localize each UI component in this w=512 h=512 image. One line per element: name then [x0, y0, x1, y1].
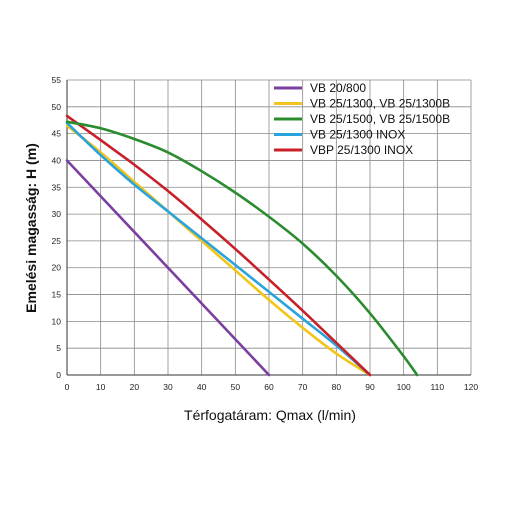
x-tick-label: 40 [197, 382, 207, 392]
y-tick-label: 40 [52, 155, 62, 165]
y-tick-label: 30 [52, 209, 62, 219]
y-tick-label: 5 [56, 343, 61, 353]
y-tick-label: 50 [52, 102, 62, 112]
series-line [65, 124, 372, 377]
x-axis-title: Térfogatáram: Qmax (l/min) [184, 407, 356, 423]
y-tick-label: 20 [52, 263, 62, 273]
x-tick-label: 0 [65, 382, 70, 392]
x-tick-label: 20 [130, 382, 140, 392]
legend-entry: VB 25/1300 INOX [310, 128, 405, 142]
x-tick-label: 80 [332, 382, 342, 392]
y-tick-label: 35 [52, 182, 62, 192]
legend-entry: VB 20/800 [310, 81, 366, 95]
y-tick-label: 55 [52, 75, 62, 85]
series-lines [65, 114, 419, 377]
y-tick-label: 0 [56, 370, 61, 380]
series-line [65, 114, 372, 377]
x-tick-label: 10 [96, 382, 106, 392]
x-tick-label: 100 [397, 382, 411, 392]
legend-entry: VBP 25/1300 INOX [310, 143, 413, 157]
y-tick-label: 25 [52, 236, 62, 246]
x-tick-label: 30 [163, 382, 173, 392]
legend-entry: VB 25/1500, VB 25/1500B [310, 112, 450, 126]
x-tick-label: 60 [264, 382, 274, 392]
series-line [65, 120, 419, 377]
x-tick-label: 120 [464, 382, 478, 392]
y-tick-label: 10 [52, 316, 62, 326]
x-tick-label: 50 [231, 382, 241, 392]
y-tick-label: 45 [52, 129, 62, 139]
x-tick-label: 90 [365, 382, 375, 392]
series-line [65, 121, 372, 377]
legend-entry: VB 25/1300, VB 25/1300B [310, 97, 450, 111]
series-line [65, 159, 271, 377]
x-tick-label: 70 [298, 382, 308, 392]
y-tick-label: 15 [52, 290, 62, 300]
y-axis-title: Emelési magasság: H (m) [23, 143, 39, 313]
x-tick-label: 110 [431, 382, 445, 392]
tick-labels: 0 10 20 30 40 50 60 70 80 90 100 110 120 0 5 10 15 20 25 30… [52, 75, 479, 392]
